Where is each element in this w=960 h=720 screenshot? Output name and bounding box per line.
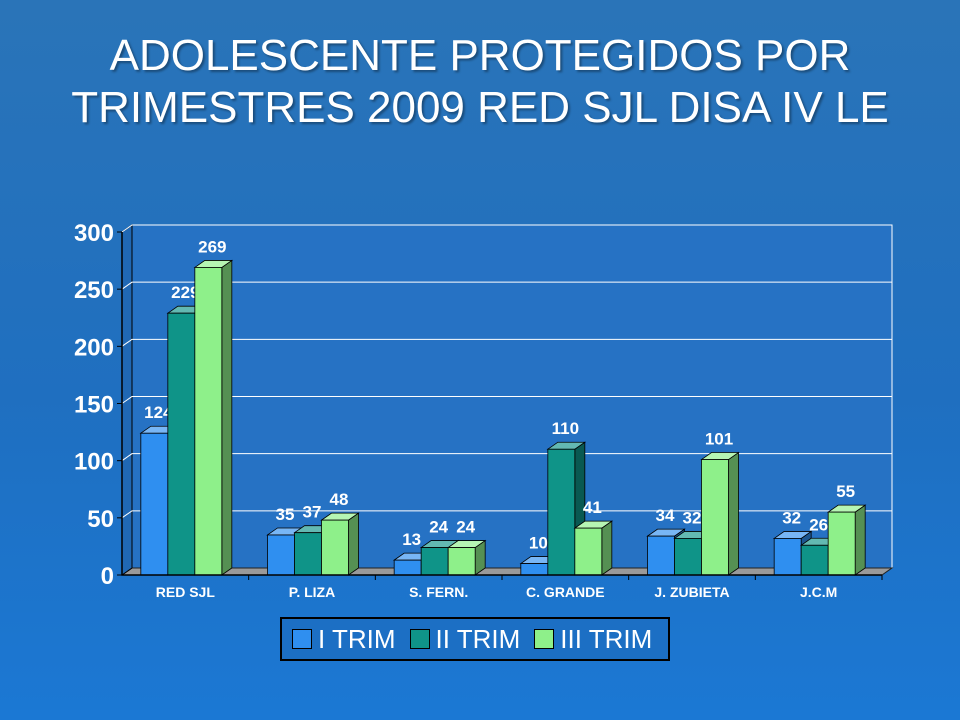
bar (547, 448, 576, 576)
bar (321, 519, 349, 576)
data-label: 55 (836, 482, 855, 501)
y-tick-label: 300 (74, 220, 114, 247)
data-label: 37 (303, 503, 322, 522)
y-tick-label: 50 (87, 506, 114, 533)
data-label: 24 (456, 518, 475, 537)
gridline (121, 453, 892, 462)
gridline (121, 281, 892, 290)
data-label: 34 (656, 506, 675, 525)
bar (674, 538, 702, 576)
data-label: 269 (198, 237, 226, 256)
x-tick-label: RED SJL (156, 584, 216, 600)
legend-item-ii-trim: II TRIM (409, 623, 521, 655)
bar-side (601, 520, 613, 576)
bar (393, 559, 422, 576)
data-label: 41 (583, 498, 602, 517)
bar-side (221, 259, 233, 576)
bar (773, 538, 802, 576)
chart-legend: I TRIM II TRIM III TRIM (280, 617, 670, 661)
chart-title: ADOLESCENTE PROTEGIDOS POR TRIMESTRES 20… (71, 31, 889, 132)
y-tick-label: 0 (101, 563, 114, 590)
bar (294, 532, 322, 576)
gridline (121, 224, 892, 233)
bar (574, 527, 603, 576)
legend-item-i-trim: I TRIM (292, 624, 396, 655)
bar (167, 312, 196, 576)
data-label: 35 (276, 505, 295, 524)
bar (267, 534, 295, 576)
x-tick-label: J. ZUBIETA (654, 584, 729, 600)
legend-swatch-ii-trim (409, 629, 430, 649)
x-tick-label: S. FERN. (409, 584, 468, 600)
bar (447, 547, 476, 576)
legend-item-iii-trim: III TRIM (534, 624, 652, 655)
bar (420, 547, 449, 576)
y-tick-label: 100 (74, 449, 114, 476)
x-tick-label: C. GRANDE (526, 584, 605, 600)
bar (140, 432, 169, 576)
data-label: 110 (552, 419, 579, 438)
bar (827, 511, 856, 576)
legend-swatch-iii-trim (534, 629, 555, 649)
legend-label-i-trim: I TRIM (318, 623, 396, 654)
bar-side (728, 451, 739, 576)
bar (520, 563, 549, 576)
bar (701, 459, 729, 576)
x-tick-label: P. LIZA (289, 584, 335, 600)
data-label: 124 (144, 403, 173, 422)
y-tick-label: 250 (74, 277, 114, 304)
y-tick-label: 200 (74, 334, 114, 361)
legend-label-ii-trim: II TRIM (435, 623, 521, 654)
data-label: 13 (402, 530, 421, 549)
data-label: 24 (429, 518, 448, 537)
data-label: 48 (330, 490, 349, 509)
bar-side (348, 512, 359, 576)
legend-label-iii-trim: III TRIM (560, 623, 653, 654)
gridline (121, 510, 892, 519)
bar (194, 267, 223, 576)
bar (800, 544, 829, 576)
data-label: 32 (683, 508, 702, 527)
data-label: 229 (171, 283, 199, 302)
legend-swatch-i-trim (292, 629, 312, 649)
bar-side (854, 504, 866, 576)
data-label: 101 (705, 430, 733, 449)
gridline (121, 396, 892, 404)
gridline (121, 338, 892, 347)
data-label: 32 (782, 508, 801, 527)
data-label: 26 (809, 515, 828, 534)
bar (647, 535, 675, 576)
y-tick-label: 150 (74, 392, 114, 419)
data-label: 10 (529, 534, 548, 553)
x-tick-label: J.C.M (800, 584, 837, 600)
